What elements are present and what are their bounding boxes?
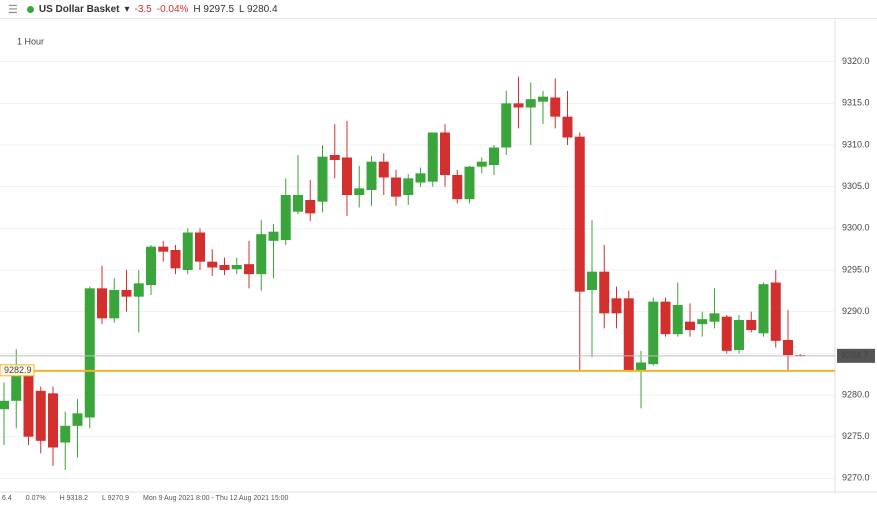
candle-body xyxy=(709,313,720,322)
level-label-box xyxy=(0,364,35,377)
candle-body xyxy=(207,261,218,268)
candle-body xyxy=(158,246,169,252)
candle-body xyxy=(452,175,463,200)
level-label: 9282.9 xyxy=(4,365,32,375)
candle-body xyxy=(770,282,781,341)
candle-body xyxy=(0,400,9,410)
y-tick-label: 9315.0 xyxy=(842,98,870,108)
candle-body xyxy=(60,425,71,443)
y-tick-label: 9290.0 xyxy=(842,306,870,316)
candle-body xyxy=(746,320,757,330)
candle-body xyxy=(48,393,58,448)
y-tick-label: 9320.0 xyxy=(842,56,870,66)
footer-change: 6.4 xyxy=(2,495,12,502)
candle-body xyxy=(685,321,695,330)
candle-body xyxy=(538,96,548,102)
status-dot xyxy=(26,5,34,13)
candle-body xyxy=(11,373,22,401)
dropdown[interactable]: ▾ xyxy=(124,3,130,15)
candle-body xyxy=(648,301,659,365)
candle-body xyxy=(391,177,401,197)
candle-body xyxy=(697,319,708,325)
footer-low: L 9270.9 xyxy=(102,495,130,502)
instrument-name[interactable]: US Dollar Basket xyxy=(38,3,120,15)
footer-change-pct: 0.07% xyxy=(25,495,46,502)
footer-range: Mon 9 Aug 2021 8:00 - Thu 12 Aug 2021 15… xyxy=(143,495,289,502)
candle-body xyxy=(587,271,597,290)
candle-body xyxy=(734,320,744,350)
footer-high: H 9318.2 xyxy=(59,495,89,502)
candle-body xyxy=(182,232,193,270)
y-tick-label: 9275.0 xyxy=(842,431,870,441)
candle-body xyxy=(256,234,267,275)
last-price-box xyxy=(837,348,875,363)
candle-body xyxy=(501,103,512,148)
candle-body xyxy=(623,298,634,370)
candle-body xyxy=(525,99,536,108)
candle-body xyxy=(366,161,377,190)
candle-body xyxy=(378,161,389,178)
y-tick-label: 9280.0 xyxy=(842,389,870,399)
candle-body xyxy=(329,155,340,160)
y-tick-label: 9310.0 xyxy=(842,139,870,149)
candle-body xyxy=(427,132,438,182)
candle-body xyxy=(660,301,671,335)
candle-body xyxy=(403,178,414,195)
candle-body xyxy=(231,265,242,270)
y-tick-label: 9300.0 xyxy=(842,223,870,233)
candle-body xyxy=(305,200,316,214)
candle-body xyxy=(280,195,291,240)
candle-body xyxy=(23,373,34,437)
candle-body xyxy=(599,271,610,314)
last-price-label: 9284.7 xyxy=(841,350,869,360)
candle-body xyxy=(72,413,83,426)
candle-body xyxy=(317,156,328,202)
candle-body xyxy=(219,265,230,270)
y-tick-label: 9270.0 xyxy=(842,473,870,483)
candle-body xyxy=(84,288,95,418)
candle-body xyxy=(672,305,683,335)
candle-body xyxy=(121,290,132,297)
candle-body xyxy=(721,316,732,351)
y-tick-label: 9295.0 xyxy=(842,264,870,274)
footer: 6.4 0.07% H 9318.2 L 9270.9 Mon 9 Aug 20… xyxy=(2,495,288,502)
candle-body xyxy=(489,147,499,165)
candle-body xyxy=(97,288,107,319)
candle-body xyxy=(354,188,365,195)
candle-body xyxy=(342,157,352,195)
candle-body xyxy=(293,195,303,212)
candle-body xyxy=(170,250,181,269)
candle-body xyxy=(195,232,205,262)
candle-body xyxy=(758,284,769,334)
candle-body xyxy=(415,173,426,183)
y-tick-label: 9305.0 xyxy=(842,181,870,191)
timeframe: 1 Hour xyxy=(17,36,44,46)
candle-body xyxy=(611,298,622,314)
top-bar: ☰ US Dollar Basket ▾ -3.5 -0.04% H 9297.5… xyxy=(0,0,877,19)
candle-body xyxy=(783,340,793,355)
candle-body xyxy=(464,166,475,200)
candle-body xyxy=(562,116,573,138)
candle-body xyxy=(133,283,144,297)
candle-body xyxy=(476,161,487,167)
candle-body xyxy=(513,103,524,108)
high: H 9297.5 xyxy=(193,3,235,15)
candle-body xyxy=(109,290,120,319)
candle-body xyxy=(268,231,279,241)
low: L 9280.4 xyxy=(239,3,278,15)
candle-body xyxy=(574,136,585,292)
candle-body xyxy=(550,97,561,117)
candle-body xyxy=(440,132,450,175)
candle-body xyxy=(35,390,46,441)
change: -3.5 xyxy=(134,3,152,15)
menu-icon[interactable]: ☰ xyxy=(8,3,18,16)
candle-body xyxy=(146,246,156,285)
candle-body xyxy=(636,362,646,371)
change-pct: -0.04% xyxy=(156,3,189,15)
candle-body xyxy=(244,264,254,275)
